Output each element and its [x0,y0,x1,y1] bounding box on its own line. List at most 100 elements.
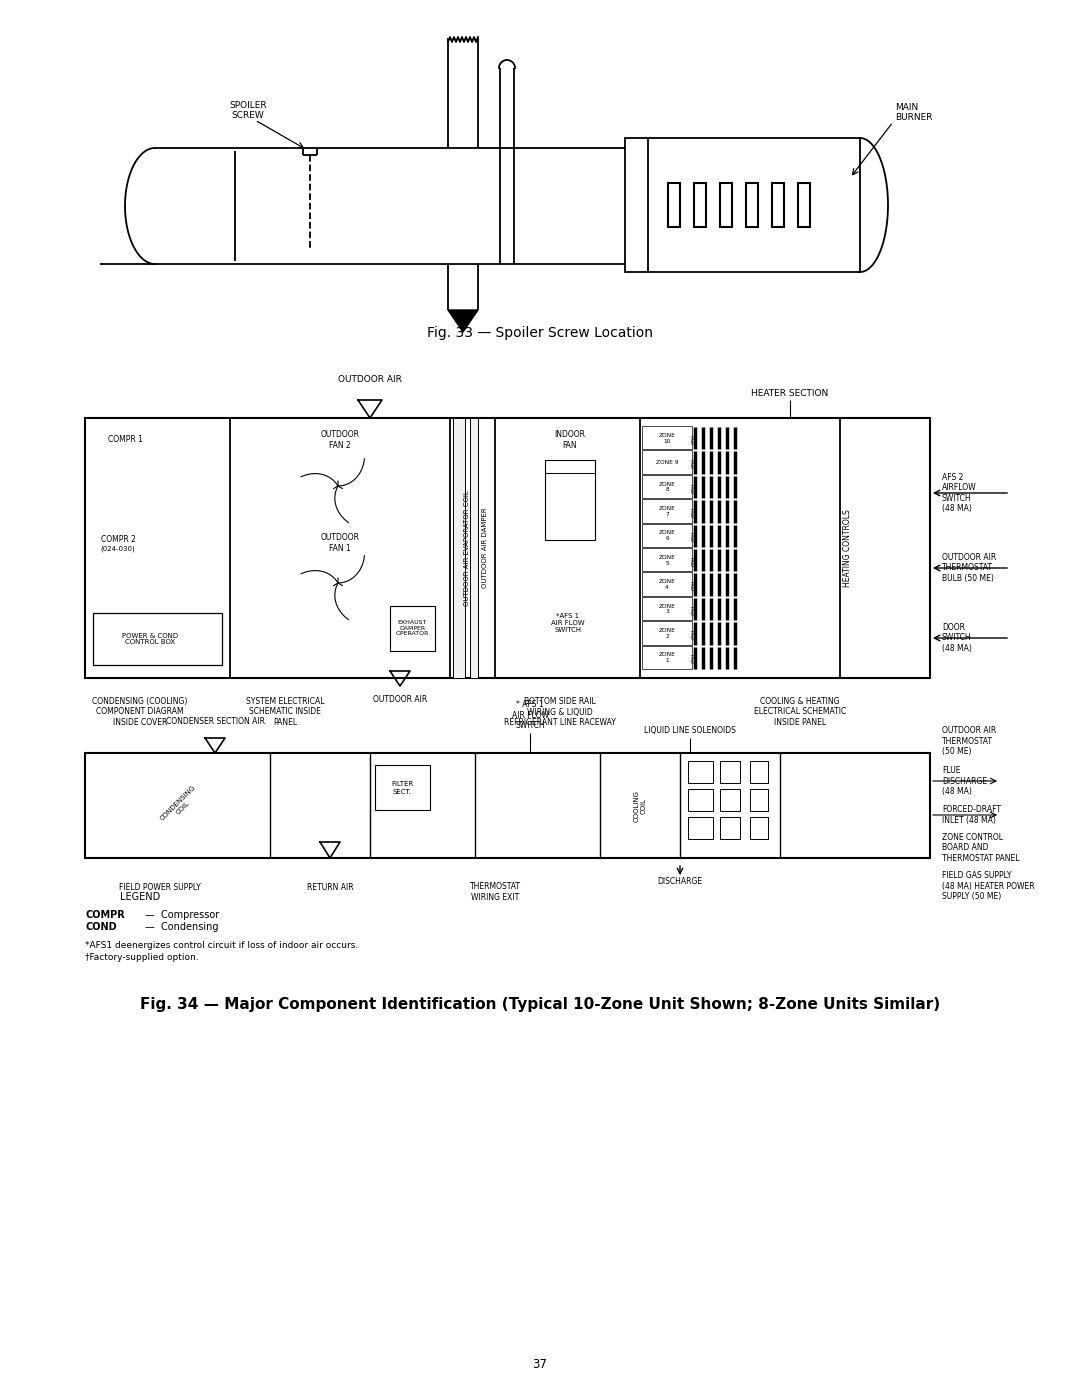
Bar [642,645,692,669]
Bar [720,817,740,840]
Text: COIL: COIL [691,555,697,566]
Bar [720,183,732,226]
Text: OUTDOOR AIR: OUTDOOR AIR [373,696,427,704]
Text: ZONE
4: ZONE 4 [659,580,675,590]
Text: OUTDOOR
FAN 2: OUTDOOR FAN 2 [321,430,360,450]
Bar [642,524,692,548]
Text: BURNER: BURNER [895,113,932,123]
Text: BOTTOM SIDE RAIL
WIRING & LIQUID
REFRIGERANT LINE RACEWAY: BOTTOM SIDE RAIL WIRING & LIQUID REFRIGE… [504,697,616,726]
Bar [642,622,692,644]
Bar [375,766,430,810]
Text: ZONE 9: ZONE 9 [656,460,678,465]
Text: COMPR 1: COMPR 1 [108,436,143,444]
Text: —  Condensing: — Condensing [145,922,218,932]
Bar [85,753,930,858]
Text: HEATER SECTION: HEATER SECTION [752,388,828,398]
Text: OUTDOOR AIR: OUTDOOR AIR [338,376,402,384]
Text: RETURN AIR: RETURN AIR [307,883,353,893]
Bar [85,418,930,678]
Text: COMPR 2: COMPR 2 [100,535,135,545]
Text: COIL: COIL [691,433,697,444]
Bar [746,183,758,226]
Bar [545,460,595,541]
Text: COIL: COIL [691,506,697,517]
Circle shape [332,481,345,492]
Text: COIL: COIL [691,627,697,638]
Bar [93,613,222,665]
Text: ZONE
10: ZONE 10 [659,433,675,444]
Text: DISCHARGE: DISCHARGE [658,877,703,887]
Text: *AFS1 deenergizes control circuit if loss of indoor air occurs.: *AFS1 deenergizes control circuit if los… [85,940,359,950]
Text: COOLING
COIL: COOLING COIL [634,789,647,821]
Text: COIL: COIL [691,604,697,615]
Text: OUTDOOR AIR
THERMOSTAT
BULB (50 ME): OUTDOOR AIR THERMOSTAT BULB (50 ME) [942,553,996,583]
Text: COND: COND [85,922,117,932]
Text: OUTDOOR AIR DAMPER: OUTDOOR AIR DAMPER [482,507,488,588]
Bar [688,789,713,812]
Text: COIL: COIL [691,578,697,591]
Bar [688,817,713,840]
Text: ZONE
3: ZONE 3 [659,604,675,615]
Bar [625,138,860,272]
Bar [669,183,680,226]
Text: —  Compressor: — Compressor [145,909,219,921]
Text: ZONE
2: ZONE 2 [659,629,675,638]
Bar [688,761,713,782]
Text: COIL: COIL [691,482,697,493]
Text: ZONE
1: ZONE 1 [659,652,675,664]
Text: CONDENSING (COOLING)
COMPONENT DIAGRAM
INSIDE COVER: CONDENSING (COOLING) COMPONENT DIAGRAM I… [92,697,188,726]
Text: LIQUID LINE SOLENOIDS: LIQUID LINE SOLENOIDS [644,726,735,735]
Bar [642,475,692,499]
Text: ZONE CONTROL
BOARD AND
THERMOSTAT PANEL: ZONE CONTROL BOARD AND THERMOSTAT PANEL [942,833,1020,863]
Text: FILTER
SECT.: FILTER SECT. [391,781,414,795]
Text: COOLING & HEATING
ELECTRICAL SCHEMATIC
INSIDE PANEL: COOLING & HEATING ELECTRICAL SCHEMATIC I… [754,697,846,726]
Bar [470,418,478,678]
Text: OUTDOOR
FAN 1: OUTDOOR FAN 1 [321,534,360,553]
Text: SYSTEM ELECTRICAL
SCHEMATIC INSIDE
PANEL: SYSTEM ELECTRICAL SCHEMATIC INSIDE PANEL [246,697,324,726]
Bar [642,573,692,595]
Text: (024-030): (024-030) [100,546,135,552]
Text: †Factory-supplied option.: †Factory-supplied option. [85,954,199,963]
Text: DOOR
SWITCH
(48 MA): DOOR SWITCH (48 MA) [942,623,972,652]
Text: CONDENSING
COIL: CONDENSING COIL [159,784,201,827]
Text: FLUE
DISCHARGE
(48 MA): FLUE DISCHARGE (48 MA) [942,766,987,796]
Text: COMPR: COMPR [85,909,125,921]
Text: THERMOSTAT
WIRING EXIT: THERMOSTAT WIRING EXIT [470,883,521,901]
Text: LEGEND: LEGEND [120,893,160,902]
Bar [642,548,692,571]
Bar [750,761,768,782]
Text: FIELD GAS SUPPLY
(48 MA) HEATER POWER
SUPPLY (50 ME): FIELD GAS SUPPLY (48 MA) HEATER POWER SU… [942,872,1035,901]
Text: OUTDOOR AIR EVAPORATOR COIL: OUTDOOR AIR EVAPORATOR COIL [464,490,470,606]
Bar [642,426,692,450]
Text: Fig. 34 — Major Component Identification (Typical 10-Zone Unit Shown; 8-Zone Uni: Fig. 34 — Major Component Identification… [140,997,940,1013]
Bar [390,606,435,651]
Text: FIELD POWER SUPPLY: FIELD POWER SUPPLY [119,883,201,893]
Bar [750,789,768,812]
Text: OUTDOOR AIR
THERMOSTAT
(50 ME): OUTDOOR AIR THERMOSTAT (50 ME) [942,726,996,756]
Text: HEATING CONTROLS: HEATING CONTROLS [843,509,852,587]
Bar [642,499,692,522]
Text: ZONE
8: ZONE 8 [659,482,675,492]
Text: POWER & COND
CONTROL BOX: POWER & COND CONTROL BOX [122,633,178,645]
Bar [750,817,768,840]
Text: EXHAUST
DAMPER
OPERATOR: EXHAUST DAMPER OPERATOR [395,620,429,636]
Bar [694,183,706,226]
Bar [642,597,692,620]
Text: *AFS 1
AIR FLOW
SWITCH: *AFS 1 AIR FLOW SWITCH [551,613,584,633]
Circle shape [332,577,345,590]
Text: ZONE
5: ZONE 5 [659,555,675,566]
Text: INDOOR
FAN: INDOOR FAN [554,430,585,450]
Text: ZONE
6: ZONE 6 [659,531,675,541]
Text: SCREW: SCREW [231,110,265,120]
Bar [720,789,740,812]
Text: SPOILER: SPOILER [229,101,267,109]
Text: COIL: COIL [691,529,697,542]
Text: 37: 37 [532,1358,548,1372]
Polygon shape [448,310,478,332]
Bar [772,183,784,226]
Text: MAIN: MAIN [895,103,918,113]
Text: COIL: COIL [691,652,697,664]
Bar [642,450,692,474]
Text: * AFS 1
AIR FLOW
SWITCH: * AFS 1 AIR FLOW SWITCH [512,700,549,729]
Text: Fig. 33 — Spoiler Screw Location: Fig. 33 — Spoiler Screw Location [427,326,653,339]
